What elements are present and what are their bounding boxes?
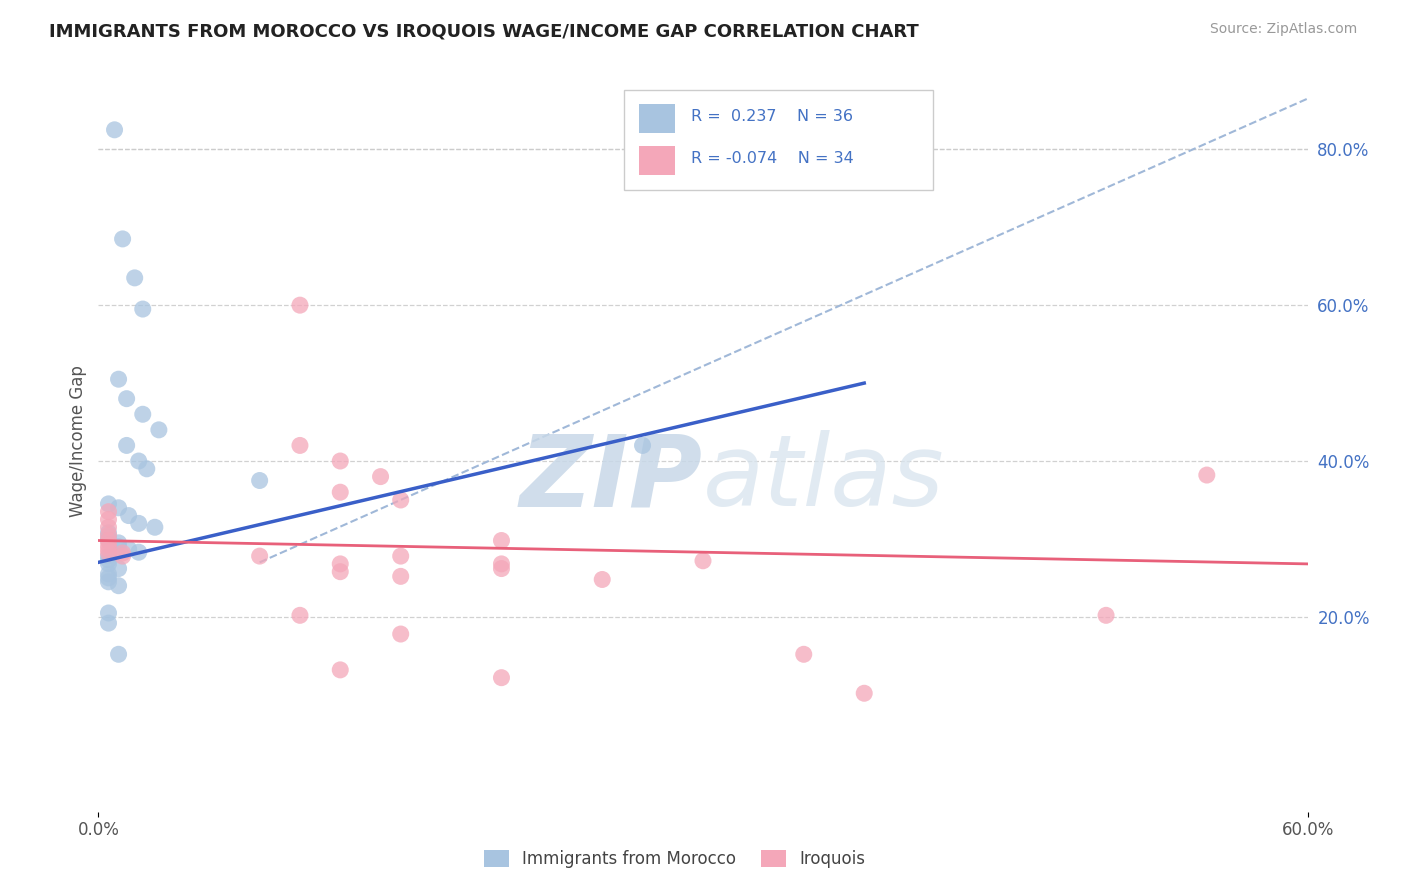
Point	[249, 474, 271, 488]
Point	[793, 648, 815, 662]
Point	[115, 438, 138, 452]
Point	[491, 561, 513, 575]
Point	[128, 516, 150, 531]
Point	[491, 671, 513, 685]
Point	[97, 546, 120, 560]
Point	[132, 407, 155, 421]
FancyBboxPatch shape	[638, 146, 675, 175]
Point	[329, 663, 352, 677]
Point	[118, 508, 141, 523]
Point	[143, 520, 166, 534]
Point	[631, 438, 654, 452]
Text: ZIP: ZIP	[520, 430, 703, 527]
Point	[591, 573, 613, 587]
Point	[97, 553, 120, 567]
Point	[329, 454, 352, 468]
Point	[389, 549, 412, 563]
Point	[111, 546, 134, 560]
Point	[288, 438, 311, 452]
Point	[1095, 608, 1118, 623]
Point	[97, 533, 120, 548]
Point	[1195, 468, 1218, 483]
Point	[97, 571, 120, 585]
Point	[124, 271, 146, 285]
Point	[107, 561, 129, 575]
Point	[97, 533, 120, 548]
FancyBboxPatch shape	[638, 104, 675, 133]
Point	[107, 579, 129, 593]
Point	[128, 454, 150, 468]
Point	[288, 608, 311, 623]
Point	[97, 505, 120, 519]
Point	[853, 686, 876, 700]
Legend: Immigrants from Morocco, Iroquois: Immigrants from Morocco, Iroquois	[478, 843, 872, 875]
Point	[135, 462, 157, 476]
Point	[329, 557, 352, 571]
Point	[118, 542, 141, 557]
Point	[97, 574, 120, 589]
Text: IMMIGRANTS FROM MOROCCO VS IROQUOIS WAGE/INCOME GAP CORRELATION CHART: IMMIGRANTS FROM MOROCCO VS IROQUOIS WAGE…	[49, 22, 920, 40]
Point	[97, 557, 120, 571]
Point	[692, 554, 714, 568]
Point	[329, 565, 352, 579]
Point	[97, 567, 120, 582]
Point	[115, 392, 138, 406]
Text: Source: ZipAtlas.com: Source: ZipAtlas.com	[1209, 22, 1357, 37]
FancyBboxPatch shape	[624, 90, 932, 190]
Point	[107, 372, 129, 386]
Point	[148, 423, 170, 437]
Y-axis label: Wage/Income Gap: Wage/Income Gap	[69, 366, 87, 517]
Point	[107, 536, 129, 550]
Point	[249, 549, 271, 563]
Point	[103, 123, 125, 137]
Point	[97, 497, 120, 511]
Point	[97, 542, 120, 557]
Point	[97, 525, 120, 540]
Point	[107, 648, 129, 662]
Point	[491, 533, 513, 548]
Point	[128, 545, 150, 559]
Text: atlas: atlas	[703, 430, 945, 527]
Point	[389, 627, 412, 641]
Point	[97, 528, 120, 542]
Point	[111, 549, 134, 563]
Point	[97, 520, 120, 534]
Point	[389, 569, 412, 583]
Point	[132, 301, 155, 316]
Text: R =  0.237    N = 36: R = 0.237 N = 36	[690, 109, 853, 124]
Point	[288, 298, 311, 312]
Point	[97, 549, 120, 563]
Point	[107, 500, 129, 515]
Point	[389, 493, 412, 508]
Point	[97, 530, 120, 544]
Point	[97, 512, 120, 526]
Point	[329, 485, 352, 500]
Point	[491, 557, 513, 571]
Point	[97, 606, 120, 620]
Point	[111, 232, 134, 246]
Point	[97, 616, 120, 631]
Point	[370, 469, 392, 483]
Point	[97, 538, 120, 552]
Point	[107, 540, 129, 554]
Text: R = -0.074    N = 34: R = -0.074 N = 34	[690, 152, 853, 166]
